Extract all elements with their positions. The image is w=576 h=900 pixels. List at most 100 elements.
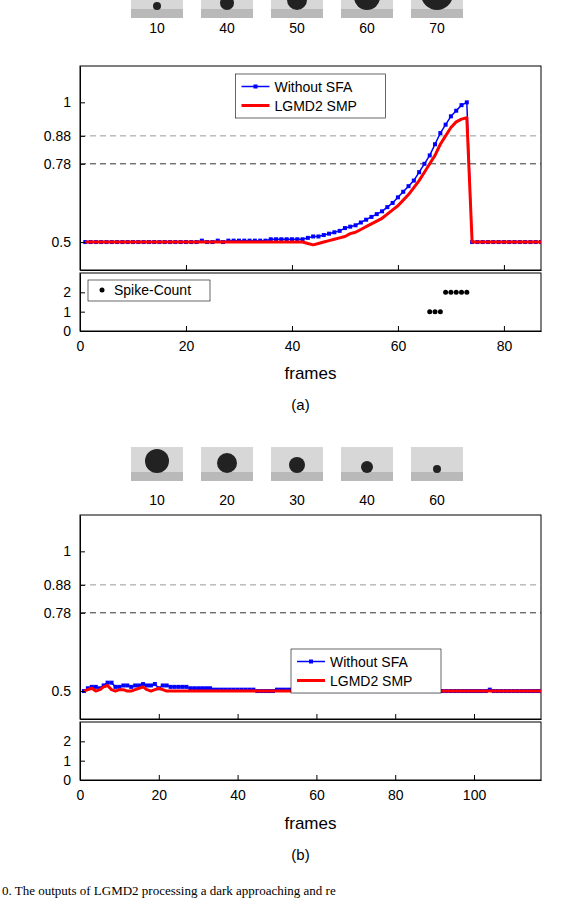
thumbnail-ground <box>411 9 463 18</box>
tick: 1 <box>63 304 85 320</box>
tick-label: 40 <box>285 338 301 354</box>
marker <box>113 685 117 689</box>
thumbnail <box>201 447 253 481</box>
thumbnail-label: 40 <box>219 20 235 36</box>
marker <box>180 685 184 689</box>
thumbnail <box>271 447 323 481</box>
thumbnail-ground <box>201 472 253 481</box>
tick-label: 1 <box>63 543 71 559</box>
tick-label: 1 <box>63 304 71 320</box>
tick: 0.88 <box>44 577 85 593</box>
marker <box>173 685 177 689</box>
marker <box>359 220 363 224</box>
thumbnail-ball <box>421 0 453 10</box>
marker <box>306 236 310 240</box>
x-axis: 020406080100 <box>77 775 542 803</box>
thumbnail <box>201 0 253 18</box>
spike-point <box>433 309 438 314</box>
tick-mark <box>80 714 81 719</box>
thumbnail-ball <box>153 2 161 10</box>
marker <box>391 201 395 205</box>
tick: 60 <box>391 326 407 354</box>
thumbnail-ball <box>354 0 380 10</box>
spike-point <box>438 309 443 314</box>
thumbnail-label: 40 <box>359 492 375 508</box>
marker <box>385 205 389 209</box>
x-axis: 020406080 <box>77 326 542 354</box>
marker <box>454 109 458 113</box>
tick-mark <box>186 326 187 331</box>
tick-mark <box>80 164 85 165</box>
marker <box>311 234 315 238</box>
legend-marker <box>309 660 313 664</box>
thumbnail-ball <box>433 465 441 473</box>
tick <box>474 714 475 719</box>
tick-mark <box>80 265 81 270</box>
series-line <box>85 118 541 245</box>
reference-line <box>80 584 541 585</box>
thumbnail-label: 60 <box>429 492 445 508</box>
tick-mark <box>395 714 396 719</box>
tick: 0.78 <box>44 156 85 172</box>
thumbnail-ground <box>271 472 323 481</box>
tick <box>80 714 81 719</box>
marker <box>327 232 331 236</box>
marker <box>422 162 426 166</box>
tick-mark <box>398 326 399 331</box>
marker <box>380 209 384 213</box>
axis-line <box>81 719 542 720</box>
legend-box <box>236 74 386 118</box>
spike-point <box>427 309 432 314</box>
tick-label: 20 <box>152 787 168 803</box>
marker <box>110 681 114 685</box>
panel: 10405060700.50.780.881Without SFALGMD2 S… <box>44 0 543 413</box>
tick-mark <box>80 312 85 313</box>
tick-mark <box>80 585 85 586</box>
legend-swatch <box>242 104 270 107</box>
thumbnail-ground <box>201 9 253 18</box>
tick: 40 <box>230 775 246 803</box>
marker <box>177 685 181 689</box>
axis-line <box>80 67 81 271</box>
tick-mark <box>395 775 396 780</box>
tick: 1 <box>63 753 85 769</box>
tick-mark <box>80 691 85 692</box>
tick: 20 <box>152 775 168 803</box>
spike-point <box>464 290 469 295</box>
thumbnail-ball <box>220 0 234 10</box>
tick-mark <box>80 741 85 742</box>
plot-marks <box>80 585 541 693</box>
axis-line <box>81 331 542 332</box>
tick-label: 0 <box>63 772 71 788</box>
tick-mark <box>80 551 85 552</box>
thumbnail-ball <box>361 461 373 473</box>
marker <box>417 170 421 174</box>
spike-point <box>448 290 453 295</box>
thumbnail-ball <box>145 449 169 473</box>
tick-label: 0 <box>77 787 85 803</box>
tick: 2 <box>63 284 85 300</box>
tick <box>504 265 505 270</box>
x-axis-ticks <box>81 714 542 720</box>
plot-area <box>80 66 541 270</box>
marker <box>460 103 464 107</box>
marker <box>428 153 432 157</box>
tick: 2 <box>63 733 85 749</box>
marker <box>369 215 373 219</box>
legend-marker <box>100 288 105 293</box>
panel-caption: (b) <box>291 846 309 863</box>
legend-label: Without SFA <box>275 79 353 95</box>
panel: 10203040600.50.780.881Without SFALGMD2 S… <box>44 447 543 863</box>
thumbnail-label: 20 <box>219 492 235 508</box>
marker <box>465 100 469 104</box>
tick <box>238 714 239 719</box>
y-axis: 0.50.780.881 <box>44 516 85 720</box>
marker <box>444 123 448 127</box>
tick-mark <box>238 714 239 719</box>
thumbnail-ground <box>411 472 463 481</box>
tick-label: 20 <box>179 338 195 354</box>
legend: Without SFALGMD2 SMP <box>291 649 441 693</box>
tick <box>316 714 317 719</box>
marker <box>364 218 368 222</box>
marker <box>316 234 320 238</box>
